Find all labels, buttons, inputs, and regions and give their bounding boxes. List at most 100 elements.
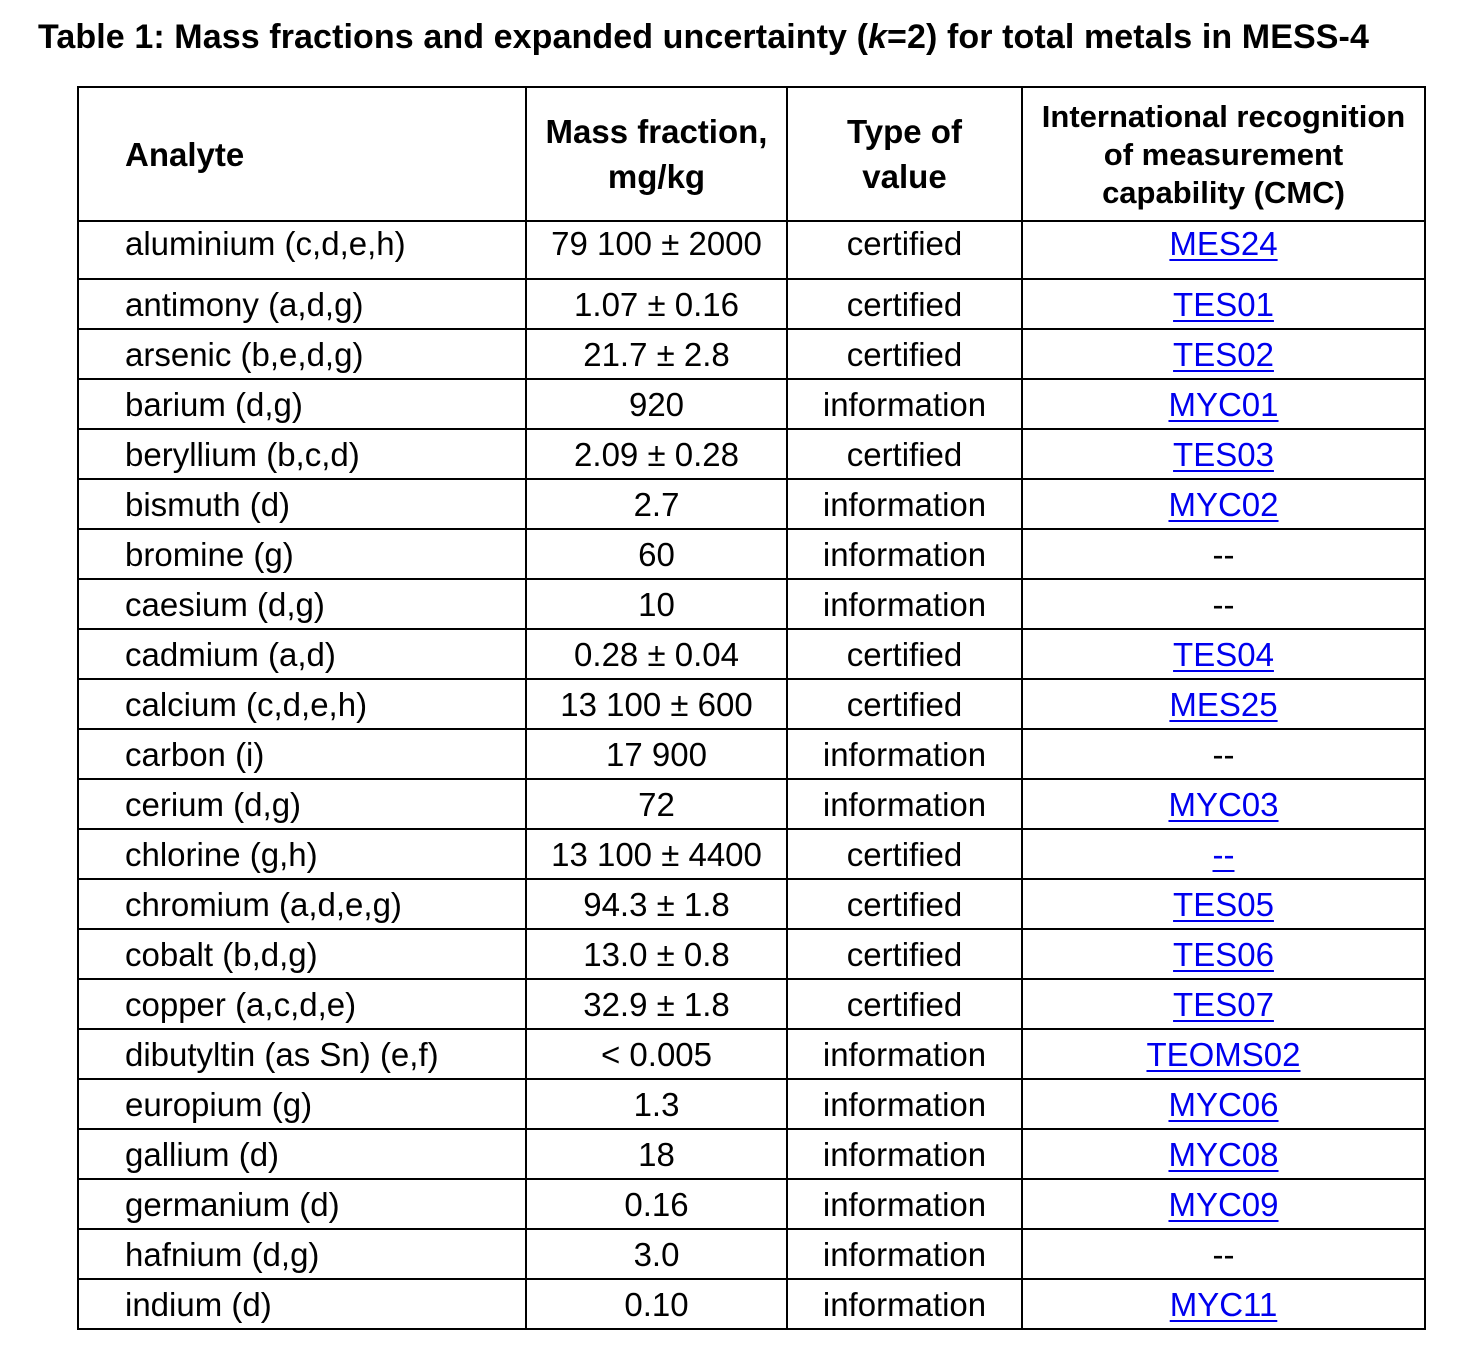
table-row: caesium (d,g) 10 information -- xyxy=(77,578,1426,630)
cmc-link[interactable]: MYC06 xyxy=(1168,1085,1279,1123)
mass-fraction-cell: 60 xyxy=(525,528,788,580)
cmc-cell: TES01 xyxy=(1021,278,1426,330)
table-row: chlorine (g,h) 13 100 ± 4400 certified -- xyxy=(77,828,1426,880)
cmc-link[interactable]: TES02 xyxy=(1173,335,1274,373)
analyte-cell: chlorine (g,h) xyxy=(77,828,527,880)
type-of-value-cell: information xyxy=(786,528,1023,580)
cmc-cell: MYC06 xyxy=(1021,1078,1426,1130)
table-row: aluminium (c,d,e,h) 79 100 ± 2000 certifie… xyxy=(77,220,1426,280)
table-row: calcium (c,d,e,h) 13 100 ± 600 certified ME… xyxy=(77,678,1426,730)
analyte-cell: calcium (c,d,e,h) xyxy=(77,678,527,730)
analyte-cell: caesium (d,g) xyxy=(77,578,527,630)
type-of-value-cell: information xyxy=(786,1128,1023,1180)
title-prefix: Table 1: Mass fractions and expanded unc… xyxy=(38,18,869,56)
cmc-link[interactable]: MYC01 xyxy=(1168,385,1279,423)
analyte-cell: arsenic (b,e,d,g) xyxy=(77,328,527,380)
cmc-cell: TEOMS02 xyxy=(1021,1028,1426,1080)
cmc-link[interactable]: MYC02 xyxy=(1168,485,1279,523)
table-row: europium (g) 1.3 information MYC06 xyxy=(77,1078,1426,1130)
analyte-cell: germanium (d) xyxy=(77,1178,527,1230)
cmc-cell: MYC11 xyxy=(1021,1278,1426,1330)
header-cmc: International recognition of measurement… xyxy=(1021,86,1426,222)
title-suffix: =2) for total metals in MESS-4 xyxy=(887,18,1369,56)
cmc-link[interactable]: MYC11 xyxy=(1169,1285,1278,1323)
header-mass-fraction-line1: Mass fraction, xyxy=(545,113,768,150)
analyte-cell: carbon (i) xyxy=(77,728,527,780)
type-of-value-cell: certified xyxy=(786,278,1023,330)
cmc-cell: -- xyxy=(1021,728,1426,780)
mass-fraction-cell: 32.9 ± 1.8 xyxy=(525,978,788,1030)
mass-fraction-cell: 0.16 xyxy=(525,1178,788,1230)
cmc-link[interactable]: MES24 xyxy=(1169,225,1278,262)
type-of-value-cell: certified xyxy=(786,878,1023,930)
header-row: Analyte Mass fraction, mg/kg Type of val… xyxy=(77,86,1426,222)
table-row: cerium (d,g) 72 information MYC03 xyxy=(77,778,1426,830)
mass-fraction-cell: 72 xyxy=(525,778,788,830)
mass-fraction-cell: 1.3 xyxy=(525,1078,788,1130)
analyte-cell: bromine (g) xyxy=(77,528,527,580)
cmc-link[interactable]: MYC08 xyxy=(1168,1135,1279,1173)
cmc-link[interactable]: TES01 xyxy=(1173,285,1274,323)
mass-fraction-cell: 0.10 xyxy=(525,1278,788,1330)
cmc-cell: MYC01 xyxy=(1021,378,1426,430)
mass-fraction-cell: < 0.005 xyxy=(525,1028,788,1080)
header-cmc-line2: of measurement xyxy=(1103,136,1344,172)
cmc-link[interactable]: MYC03 xyxy=(1168,785,1279,823)
cmc-none: -- xyxy=(1212,535,1235,573)
mass-fraction-cell: 13 100 ± 600 xyxy=(525,678,788,730)
type-of-value-cell: information xyxy=(786,478,1023,530)
cmc-link[interactable]: TES03 xyxy=(1173,435,1274,473)
analyte-cell: beryllium (b,c,d) xyxy=(77,428,527,480)
mass-fraction-cell: 13 100 ± 4400 xyxy=(525,828,788,880)
cmc-link[interactable]: MYC09 xyxy=(1168,1185,1279,1223)
type-of-value-cell: certified xyxy=(786,328,1023,380)
table-row: chromium (a,d,e,g) 94.3 ± 1.8 certified TES… xyxy=(77,878,1426,930)
analyte-cell: hafnium (d,g) xyxy=(77,1228,527,1280)
cmc-cell: -- xyxy=(1021,578,1426,630)
mass-fraction-cell: 18 xyxy=(525,1128,788,1180)
mass-fraction-cell: 94.3 ± 1.8 xyxy=(525,878,788,930)
cmc-cell: TES02 xyxy=(1021,328,1426,380)
cmc-link[interactable]: -- xyxy=(1212,835,1235,873)
cmc-none: -- xyxy=(1212,735,1235,773)
type-of-value-cell: certified xyxy=(786,978,1023,1030)
mass-fraction-cell: 79 100 ± 2000 xyxy=(525,220,788,280)
header-type-line2: value xyxy=(862,158,947,195)
type-of-value-cell: certified xyxy=(786,678,1023,730)
metals-table: Analyte Mass fraction, mg/kg Type of val… xyxy=(77,86,1426,1330)
cmc-link[interactable]: TES06 xyxy=(1173,935,1274,973)
cmc-cell: TES05 xyxy=(1021,878,1426,930)
header-cmc-line3: capability (CMC) xyxy=(1102,175,1345,211)
cmc-link[interactable]: TES04 xyxy=(1173,635,1274,673)
cmc-none: -- xyxy=(1212,585,1235,623)
mass-fraction-cell: 10 xyxy=(525,578,788,630)
cmc-cell: -- xyxy=(1021,528,1426,580)
cmc-cell: MYC09 xyxy=(1021,1178,1426,1230)
analyte-cell: cerium (d,g) xyxy=(77,778,527,830)
table-row: carbon (i) 17 900 information -- xyxy=(77,728,1426,780)
table-row: barium (d,g) 920 information MYC01 xyxy=(77,378,1426,430)
mass-fraction-cell: 1.07 ± 0.16 xyxy=(525,278,788,330)
header-mass-fraction: Mass fraction, mg/kg xyxy=(525,86,788,222)
table-row: bismuth (d) 2.7 information MYC02 xyxy=(77,478,1426,530)
analyte-cell: aluminium (c,d,e,h) xyxy=(77,220,527,280)
type-of-value-cell: certified xyxy=(786,828,1023,880)
cmc-link[interactable]: MES25 xyxy=(1169,685,1278,723)
cmc-link[interactable]: TES07 xyxy=(1173,985,1274,1023)
analyte-cell: bismuth (d) xyxy=(77,478,527,530)
analyte-cell: dibutyltin (as Sn) (e,f) xyxy=(77,1028,527,1080)
cmc-cell: TES06 xyxy=(1021,928,1426,980)
mass-fraction-cell: 2.7 xyxy=(525,478,788,530)
table-row: cobalt (b,d,g) 13.0 ± 0.8 certified TES06 xyxy=(77,928,1426,980)
type-of-value-cell: information xyxy=(786,378,1023,430)
table-row: germanium (d) 0.16 information MYC09 xyxy=(77,1178,1426,1230)
cmc-link[interactable]: TEOMS02 xyxy=(1146,1035,1301,1073)
cmc-cell: MES25 xyxy=(1021,678,1426,730)
type-of-value-cell: information xyxy=(786,778,1023,830)
cmc-none: -- xyxy=(1212,1235,1235,1273)
title-k: k xyxy=(868,18,888,56)
cmc-link[interactable]: TES05 xyxy=(1173,885,1274,923)
mass-fraction-cell: 21.7 ± 2.8 xyxy=(525,328,788,380)
table-row: arsenic (b,e,d,g) 21.7 ± 2.8 certified TES0… xyxy=(77,328,1426,380)
analyte-cell: chromium (a,d,e,g) xyxy=(77,878,527,930)
